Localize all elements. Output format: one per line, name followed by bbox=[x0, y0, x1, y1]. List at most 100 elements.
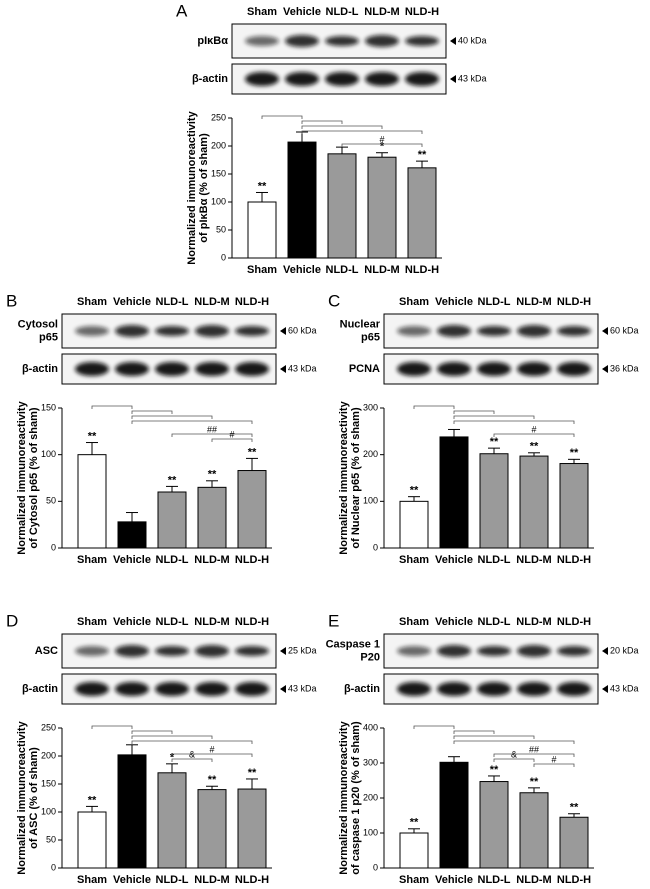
kda-arrow bbox=[602, 647, 608, 655]
bar bbox=[237, 788, 267, 869]
blot-band bbox=[365, 35, 399, 47]
lane-label: Sham bbox=[399, 296, 429, 308]
blot-band bbox=[325, 72, 359, 86]
blot-band bbox=[517, 362, 551, 376]
lane-label: NLD-M bbox=[194, 296, 229, 308]
significance-bracket bbox=[533, 763, 575, 767]
lane-label: Sham bbox=[399, 616, 429, 628]
x-tick-label: NLD-M bbox=[364, 264, 399, 276]
y-axis-label: of pIκBα (% of sham) bbox=[198, 133, 210, 243]
significance-mark: * bbox=[380, 141, 385, 153]
bar bbox=[77, 454, 107, 549]
panel-letter: C bbox=[328, 291, 340, 310]
lane-label: NLD-L bbox=[478, 616, 511, 628]
bar bbox=[237, 470, 267, 549]
blot-band bbox=[75, 326, 109, 336]
y-tick-label: 100 bbox=[363, 827, 378, 837]
significance-mark: ** bbox=[530, 441, 539, 453]
y-tick-label: 0 bbox=[221, 252, 226, 262]
y-tick-label: 50 bbox=[46, 496, 56, 506]
significance-bracket bbox=[91, 405, 133, 409]
lane-label: Sham bbox=[77, 296, 107, 308]
y-tick-label: 250 bbox=[211, 112, 226, 122]
significance-bracket bbox=[493, 433, 575, 437]
blot-band bbox=[405, 36, 439, 46]
x-tick-label: Vehicle bbox=[283, 264, 321, 276]
x-tick-label: Sham bbox=[247, 264, 277, 276]
blot-band bbox=[477, 326, 511, 336]
blot-band bbox=[195, 682, 229, 696]
y-tick-label: 150 bbox=[211, 168, 226, 178]
y-axis-label: Normalized immunoreactivity bbox=[16, 720, 28, 874]
significance-mark: ** bbox=[208, 774, 217, 786]
blot-band bbox=[155, 682, 189, 696]
panel: D Sham Vehicle NLD-L NLD-M NLD-H ASC 25 kDa β-ac… bbox=[6, 611, 317, 885]
kda-arrow bbox=[450, 75, 456, 83]
x-tick-label: NLD-M bbox=[194, 554, 229, 566]
blot-band bbox=[195, 325, 229, 337]
lane-label: Sham bbox=[247, 6, 277, 18]
blot-band bbox=[437, 645, 471, 657]
lane-label: Vehicle bbox=[283, 6, 321, 18]
blot-label: β-actin bbox=[344, 683, 380, 695]
significance-mark: ** bbox=[168, 474, 177, 486]
significance-bracket bbox=[131, 740, 253, 744]
significance-bracket bbox=[453, 740, 575, 744]
blot-band bbox=[437, 682, 471, 696]
lane-label: NLD-M bbox=[194, 616, 229, 628]
y-tick-label: 100 bbox=[363, 496, 378, 506]
significance-bracket bbox=[131, 730, 173, 734]
lane-label: Vehicle bbox=[435, 296, 473, 308]
x-tick-label: NLD-H bbox=[557, 554, 591, 566]
blot-band bbox=[115, 645, 149, 657]
bar bbox=[479, 781, 509, 869]
y-tick-label: 50 bbox=[216, 224, 226, 234]
kda-arrow bbox=[280, 647, 286, 655]
y-tick-label: 100 bbox=[211, 196, 226, 206]
y-tick-label: 300 bbox=[363, 757, 378, 767]
lane-label: NLD-H bbox=[557, 296, 591, 308]
blot-band bbox=[285, 72, 319, 86]
x-tick-label: NLD-H bbox=[235, 554, 269, 566]
significance-bracket bbox=[341, 143, 423, 147]
y-axis-label: Normalized immunoreactivity bbox=[186, 110, 198, 264]
bar bbox=[287, 141, 317, 259]
significance-mark: ** bbox=[88, 794, 97, 806]
lane-label: NLD-L bbox=[156, 296, 189, 308]
blot-band bbox=[115, 325, 149, 337]
y-tick-label: 200 bbox=[41, 750, 56, 760]
lane-label: NLD-M bbox=[516, 616, 551, 628]
bracket-label: & bbox=[511, 749, 517, 759]
kda-label: 25 kDa bbox=[288, 645, 317, 655]
x-tick-label: NLD-M bbox=[516, 874, 551, 886]
significance-mark: ** bbox=[248, 767, 257, 779]
blot-band bbox=[155, 326, 189, 336]
significance-mark: ** bbox=[490, 436, 499, 448]
bracket-label: # bbox=[209, 744, 214, 754]
kda-arrow bbox=[450, 37, 456, 45]
blot-band bbox=[155, 646, 189, 656]
y-tick-label: 200 bbox=[211, 140, 226, 150]
lane-label: NLD-M bbox=[364, 6, 399, 18]
blot-band bbox=[155, 362, 189, 376]
kda-arrow bbox=[280, 365, 286, 373]
kda-label: 60 kDa bbox=[288, 325, 317, 335]
panel-letter: E bbox=[328, 611, 339, 630]
blot-label: β-actin bbox=[22, 363, 58, 375]
blot-label: Nuclear bbox=[340, 318, 381, 330]
bar bbox=[399, 500, 429, 549]
blot-band bbox=[477, 646, 511, 656]
x-tick-label: NLD-M bbox=[516, 554, 551, 566]
blot-label: p65 bbox=[39, 331, 58, 343]
significance-bracket bbox=[171, 753, 253, 757]
x-tick-label: NLD-H bbox=[557, 874, 591, 886]
kda-label: 60 kDa bbox=[610, 325, 639, 335]
significance-bracket bbox=[453, 735, 535, 739]
bar bbox=[197, 486, 227, 549]
y-tick-label: 100 bbox=[41, 449, 56, 459]
blot-label: PCNA bbox=[349, 363, 380, 375]
blot-label: Caspase 1 bbox=[326, 638, 380, 650]
lane-label: NLD-M bbox=[516, 296, 551, 308]
lane-label: NLD-L bbox=[478, 296, 511, 308]
y-tick-label: 0 bbox=[51, 542, 56, 552]
